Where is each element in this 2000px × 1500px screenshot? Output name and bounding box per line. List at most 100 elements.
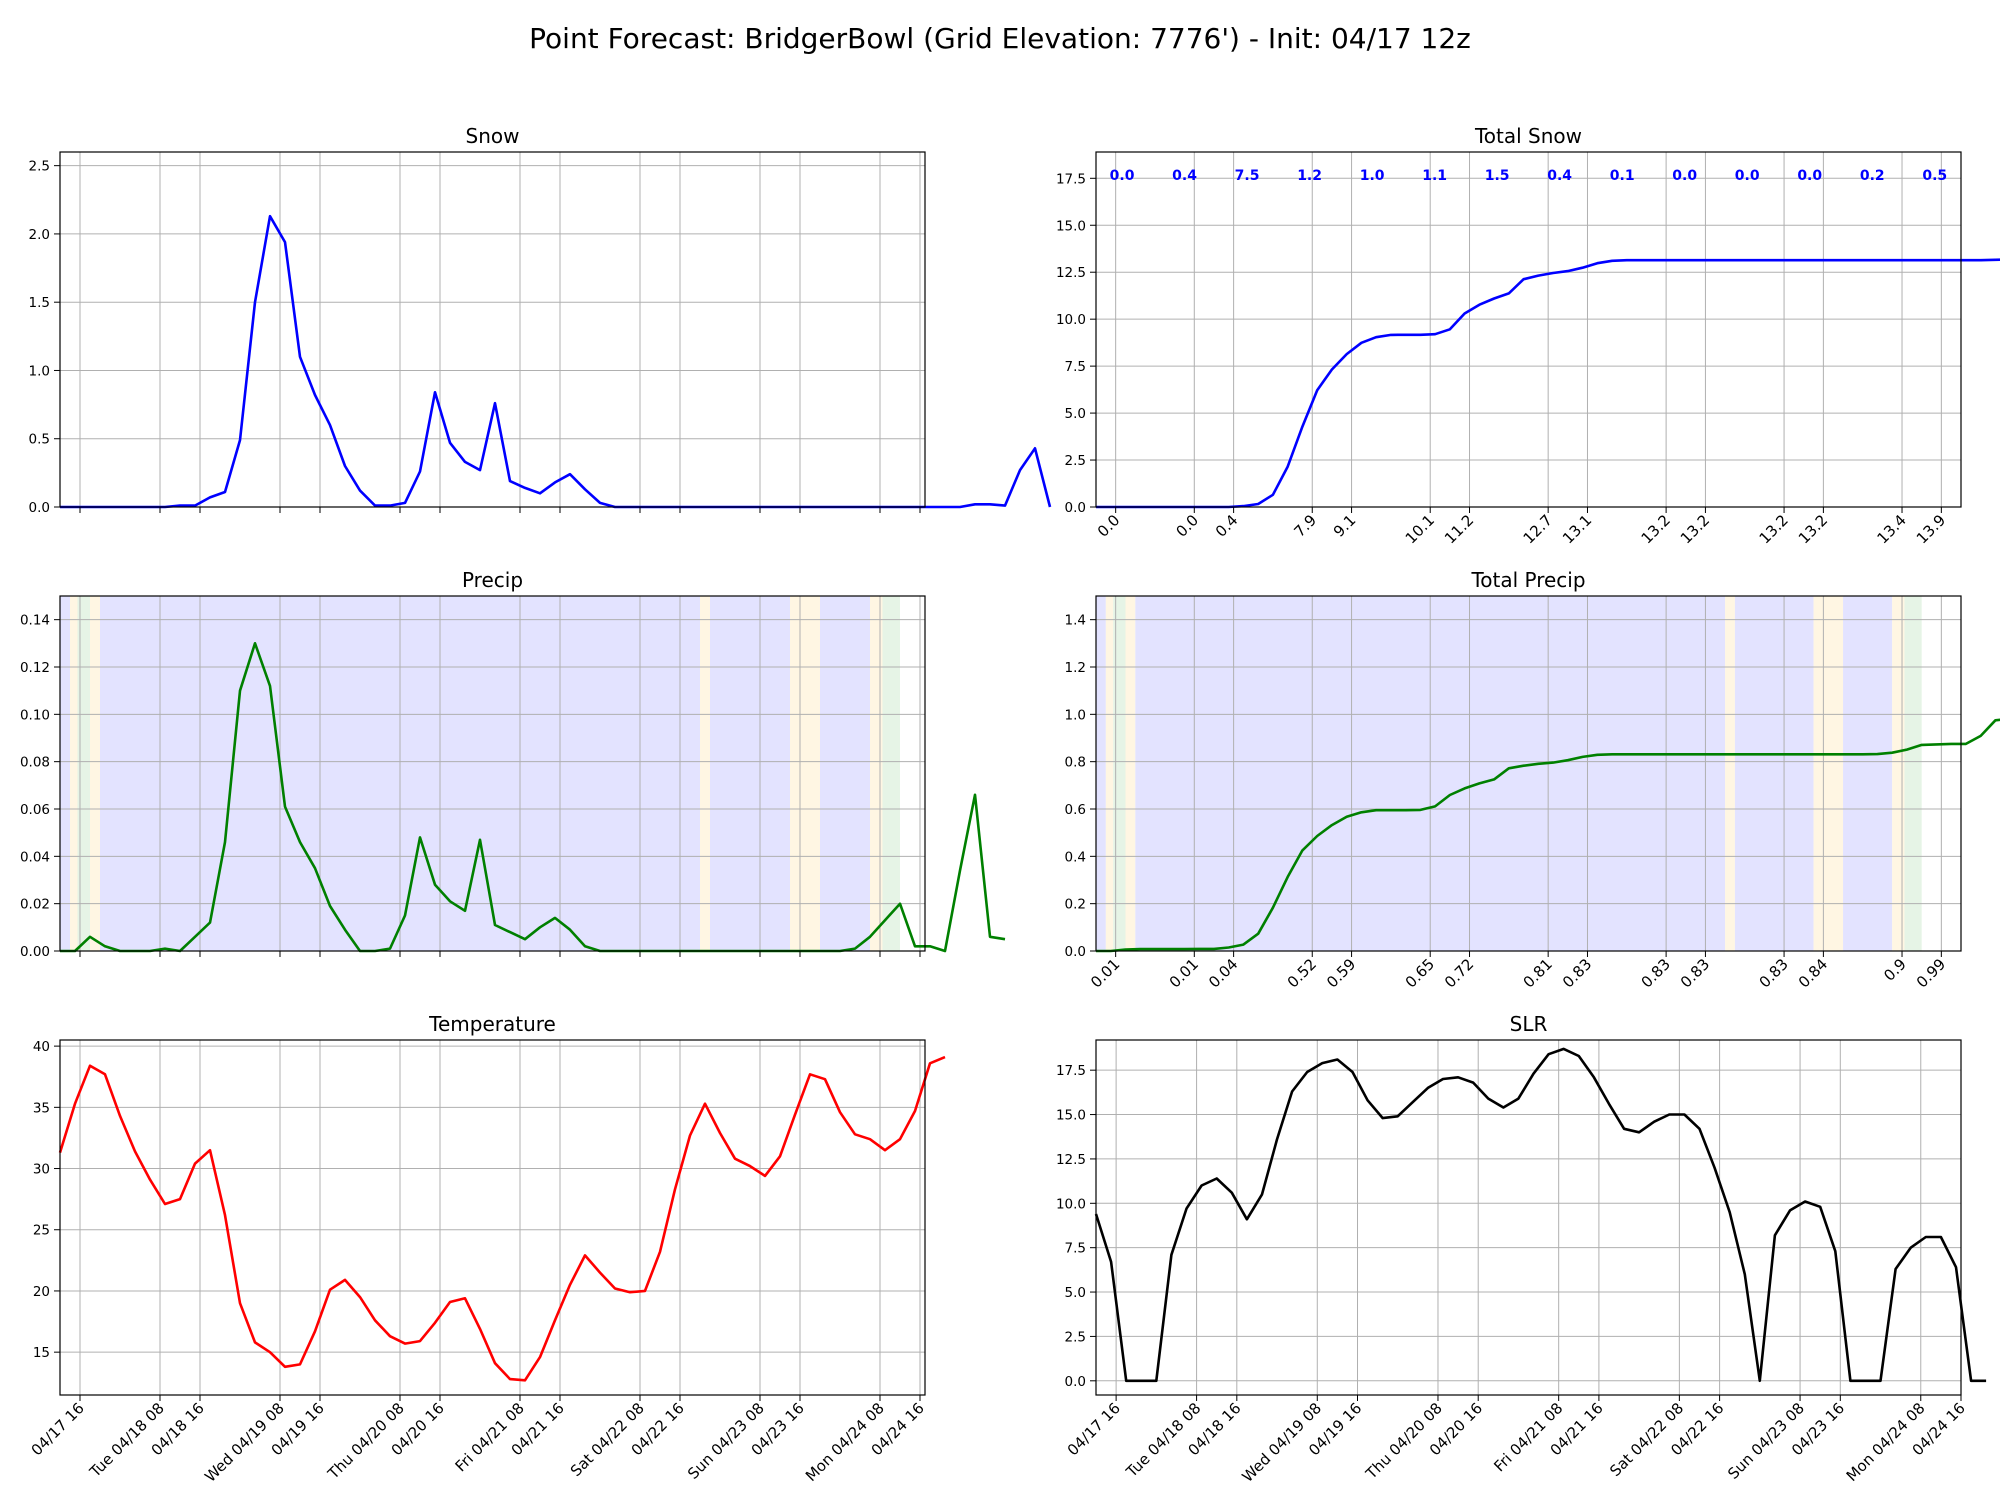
slr-title: SLR	[1510, 1012, 1548, 1036]
y-tick-label: 0.4	[1065, 849, 1086, 865]
y-tick-label: 40	[33, 1039, 50, 1055]
y-tick-label: 1.2	[1065, 660, 1086, 676]
x-tick-label: 9.1	[1330, 511, 1360, 541]
x-tick-label: 0.59	[1323, 955, 1359, 991]
y-tick-label: 0.6	[1065, 802, 1086, 818]
y-tick-label: 15.0	[1056, 1108, 1086, 1124]
y-tick-label: 0.8	[1065, 755, 1086, 771]
period-total-label: 0.2	[1860, 168, 1885, 184]
total_snow-series-line	[1096, 258, 2000, 509]
total_precip-panel: 0.0 0.2 0.4 0.6 0.8 1.0 1.2 1.4 Total Precip 0.01…	[1065, 568, 2000, 991]
precip-type-band	[1813, 596, 1844, 951]
x-tick-label: 0.83	[1756, 955, 1792, 991]
y-tick-label: 0.0	[1065, 1374, 1086, 1390]
y-tick-label: 12.5	[1056, 265, 1086, 281]
precip-type-band	[90, 596, 100, 951]
y-tick-label: 5.0	[1065, 1285, 1086, 1301]
precip-type-band	[1725, 596, 1735, 951]
precip-type-band	[1904, 596, 1922, 951]
y-tick-label: 2.5	[1065, 453, 1086, 469]
y-tick-label: 10.0	[1056, 1196, 1086, 1212]
period-total-label: 1.0	[1360, 168, 1385, 184]
period-total-label: 0.0	[1672, 168, 1697, 184]
total_snow-panel: 0.0 2.5 5.0 7.5 10.0 12.5 15.0 17.5 Total Snow 0.…	[1056, 124, 2000, 547]
y-tick-label: 0.0	[1065, 944, 1086, 960]
precip-panel: 0.00 0.02 0.04 0.06 0.08 0.10 0.12 0.14 Precip	[20, 568, 1006, 960]
y-tick-label: 2.5	[29, 159, 50, 175]
total_precip-title: Total Precip	[1470, 568, 1585, 592]
y-tick-label: 17.5	[1056, 1063, 1086, 1079]
y-tick-label: 0.5	[29, 432, 50, 448]
y-tick-label: 1.0	[1065, 707, 1086, 723]
x-tick-label: 0.81	[1520, 955, 1556, 991]
precip-type-band	[790, 596, 820, 951]
x-tick-label: 0.65	[1402, 955, 1438, 991]
x-tick-label: 13.1	[1559, 511, 1595, 547]
precip-type-band	[60, 596, 70, 951]
precip-type-band	[1096, 596, 1106, 951]
period-total-label: 1.2	[1297, 168, 1322, 184]
period-total-label: 0.1	[1610, 168, 1635, 184]
period-total-label: 7.5	[1235, 168, 1260, 184]
axes-frame	[1095, 1039, 1962, 1396]
y-tick-label: 0.2	[1065, 897, 1086, 913]
axes-frame	[1095, 151, 1962, 508]
y-tick-label: 35	[33, 1100, 50, 1116]
y-tick-label: 0.0	[29, 500, 50, 516]
axes-frame	[59, 1039, 926, 1396]
y-tick-label: 0.0	[1065, 500, 1086, 516]
x-tick-label: 0.83	[1677, 955, 1713, 991]
x-tick-label: 0.83	[1638, 955, 1674, 991]
x-tick-label: 0.0	[1094, 511, 1124, 541]
period-total-label: 1.1	[1422, 168, 1447, 184]
x-tick-label: 0.52	[1284, 955, 1320, 991]
y-tick-label: 1.4	[1065, 613, 1086, 629]
x-tick-label: 0.0	[1173, 511, 1203, 541]
y-tick-label: 2.0	[29, 227, 50, 243]
x-tick-label: 13.2	[1795, 511, 1831, 547]
x-tick-label: 04/17 16	[1064, 1399, 1124, 1459]
axes-frame	[59, 151, 926, 508]
precip-type-band	[70, 596, 78, 951]
x-tick-label: 0.01	[1087, 955, 1123, 991]
total_precip-series-line	[1096, 718, 2000, 953]
period-total-label: 0.0	[1797, 168, 1822, 184]
x-tick-label: 0.83	[1559, 955, 1595, 991]
y-tick-label: 0.00	[20, 944, 50, 960]
x-tick-label: 13.2	[1756, 511, 1792, 547]
snow-title: Snow	[466, 124, 520, 148]
period-total-label: 0.4	[1172, 168, 1197, 184]
y-tick-label: 12.5	[1056, 1152, 1086, 1168]
precip-type-band	[1125, 596, 1136, 951]
slr-series-line	[1094, 1047, 1987, 1383]
y-tick-label: 0.08	[20, 755, 50, 771]
snow-series-line	[60, 214, 1052, 509]
precip-type-band	[870, 596, 883, 951]
y-tick-label: 17.5	[1056, 171, 1086, 187]
x-tick-label: 0.01	[1166, 955, 1202, 991]
x-tick-label: 10.1	[1402, 511, 1438, 547]
snow-panel: 0.0 0.5 1.0 1.5 2.0 2.5 Snow	[29, 124, 1052, 516]
y-tick-label: 1.0	[29, 363, 50, 379]
x-tick-label: 13.4	[1874, 511, 1910, 547]
x-tick-label: 13.2	[1638, 511, 1674, 547]
period-total-label: 0.4	[1547, 168, 1572, 184]
x-tick-label: 7.9	[1290, 511, 1320, 541]
x-tick-label: 04/17 16	[28, 1399, 88, 1459]
x-tick-label: 11.2	[1441, 511, 1477, 547]
precip-type-band	[1734, 596, 1814, 951]
precip-type-band	[1892, 596, 1905, 951]
precip-type-band	[77, 596, 90, 951]
precip-type-band	[1843, 596, 1893, 951]
axes-frame	[59, 595, 926, 952]
precip-type-band	[1113, 596, 1126, 951]
y-tick-label: 1.5	[29, 295, 50, 311]
figure-title: Point Forecast: BridgerBowl (Grid Elevat…	[529, 22, 1471, 55]
x-tick-label: 13.9	[1913, 511, 1949, 547]
y-tick-label: 0.02	[20, 897, 50, 913]
period-total-label: 0.0	[1735, 168, 1760, 184]
precip-type-band	[1105, 596, 1114, 951]
